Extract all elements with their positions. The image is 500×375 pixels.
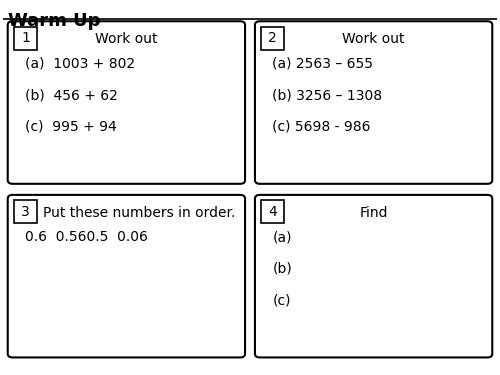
Text: (b): (b): [272, 262, 292, 276]
Text: (a)  1003 + 802: (a) 1003 + 802: [25, 57, 135, 71]
FancyBboxPatch shape: [14, 200, 37, 223]
Text: (c) 5698 - 986: (c) 5698 - 986: [272, 120, 371, 134]
Text: (c)  995 + 94: (c) 995 + 94: [25, 120, 117, 134]
FancyBboxPatch shape: [14, 27, 37, 50]
FancyBboxPatch shape: [262, 27, 284, 50]
Text: Work out: Work out: [342, 32, 405, 46]
FancyBboxPatch shape: [8, 195, 245, 357]
Text: 4: 4: [268, 205, 277, 219]
Text: 3: 3: [21, 205, 30, 219]
Text: 1: 1: [21, 31, 30, 45]
Text: 2: 2: [268, 31, 277, 45]
FancyBboxPatch shape: [255, 195, 492, 357]
FancyBboxPatch shape: [255, 21, 492, 184]
Text: Warm Up: Warm Up: [8, 12, 100, 30]
Text: Work out: Work out: [95, 32, 158, 46]
FancyBboxPatch shape: [8, 21, 245, 184]
Text: 0.6  0.560.5  0.06: 0.6 0.560.5 0.06: [25, 230, 148, 244]
Text: Put these numbers in order.: Put these numbers in order.: [44, 206, 236, 220]
Text: (b)  456 + 62: (b) 456 + 62: [25, 88, 118, 102]
FancyBboxPatch shape: [262, 200, 284, 223]
Text: (a): (a): [272, 230, 292, 244]
Text: (b) 3256 – 1308: (b) 3256 – 1308: [272, 88, 382, 102]
Text: Find: Find: [360, 206, 388, 220]
Text: (c): (c): [272, 293, 291, 307]
Text: (a) 2563 – 655: (a) 2563 – 655: [272, 57, 373, 71]
